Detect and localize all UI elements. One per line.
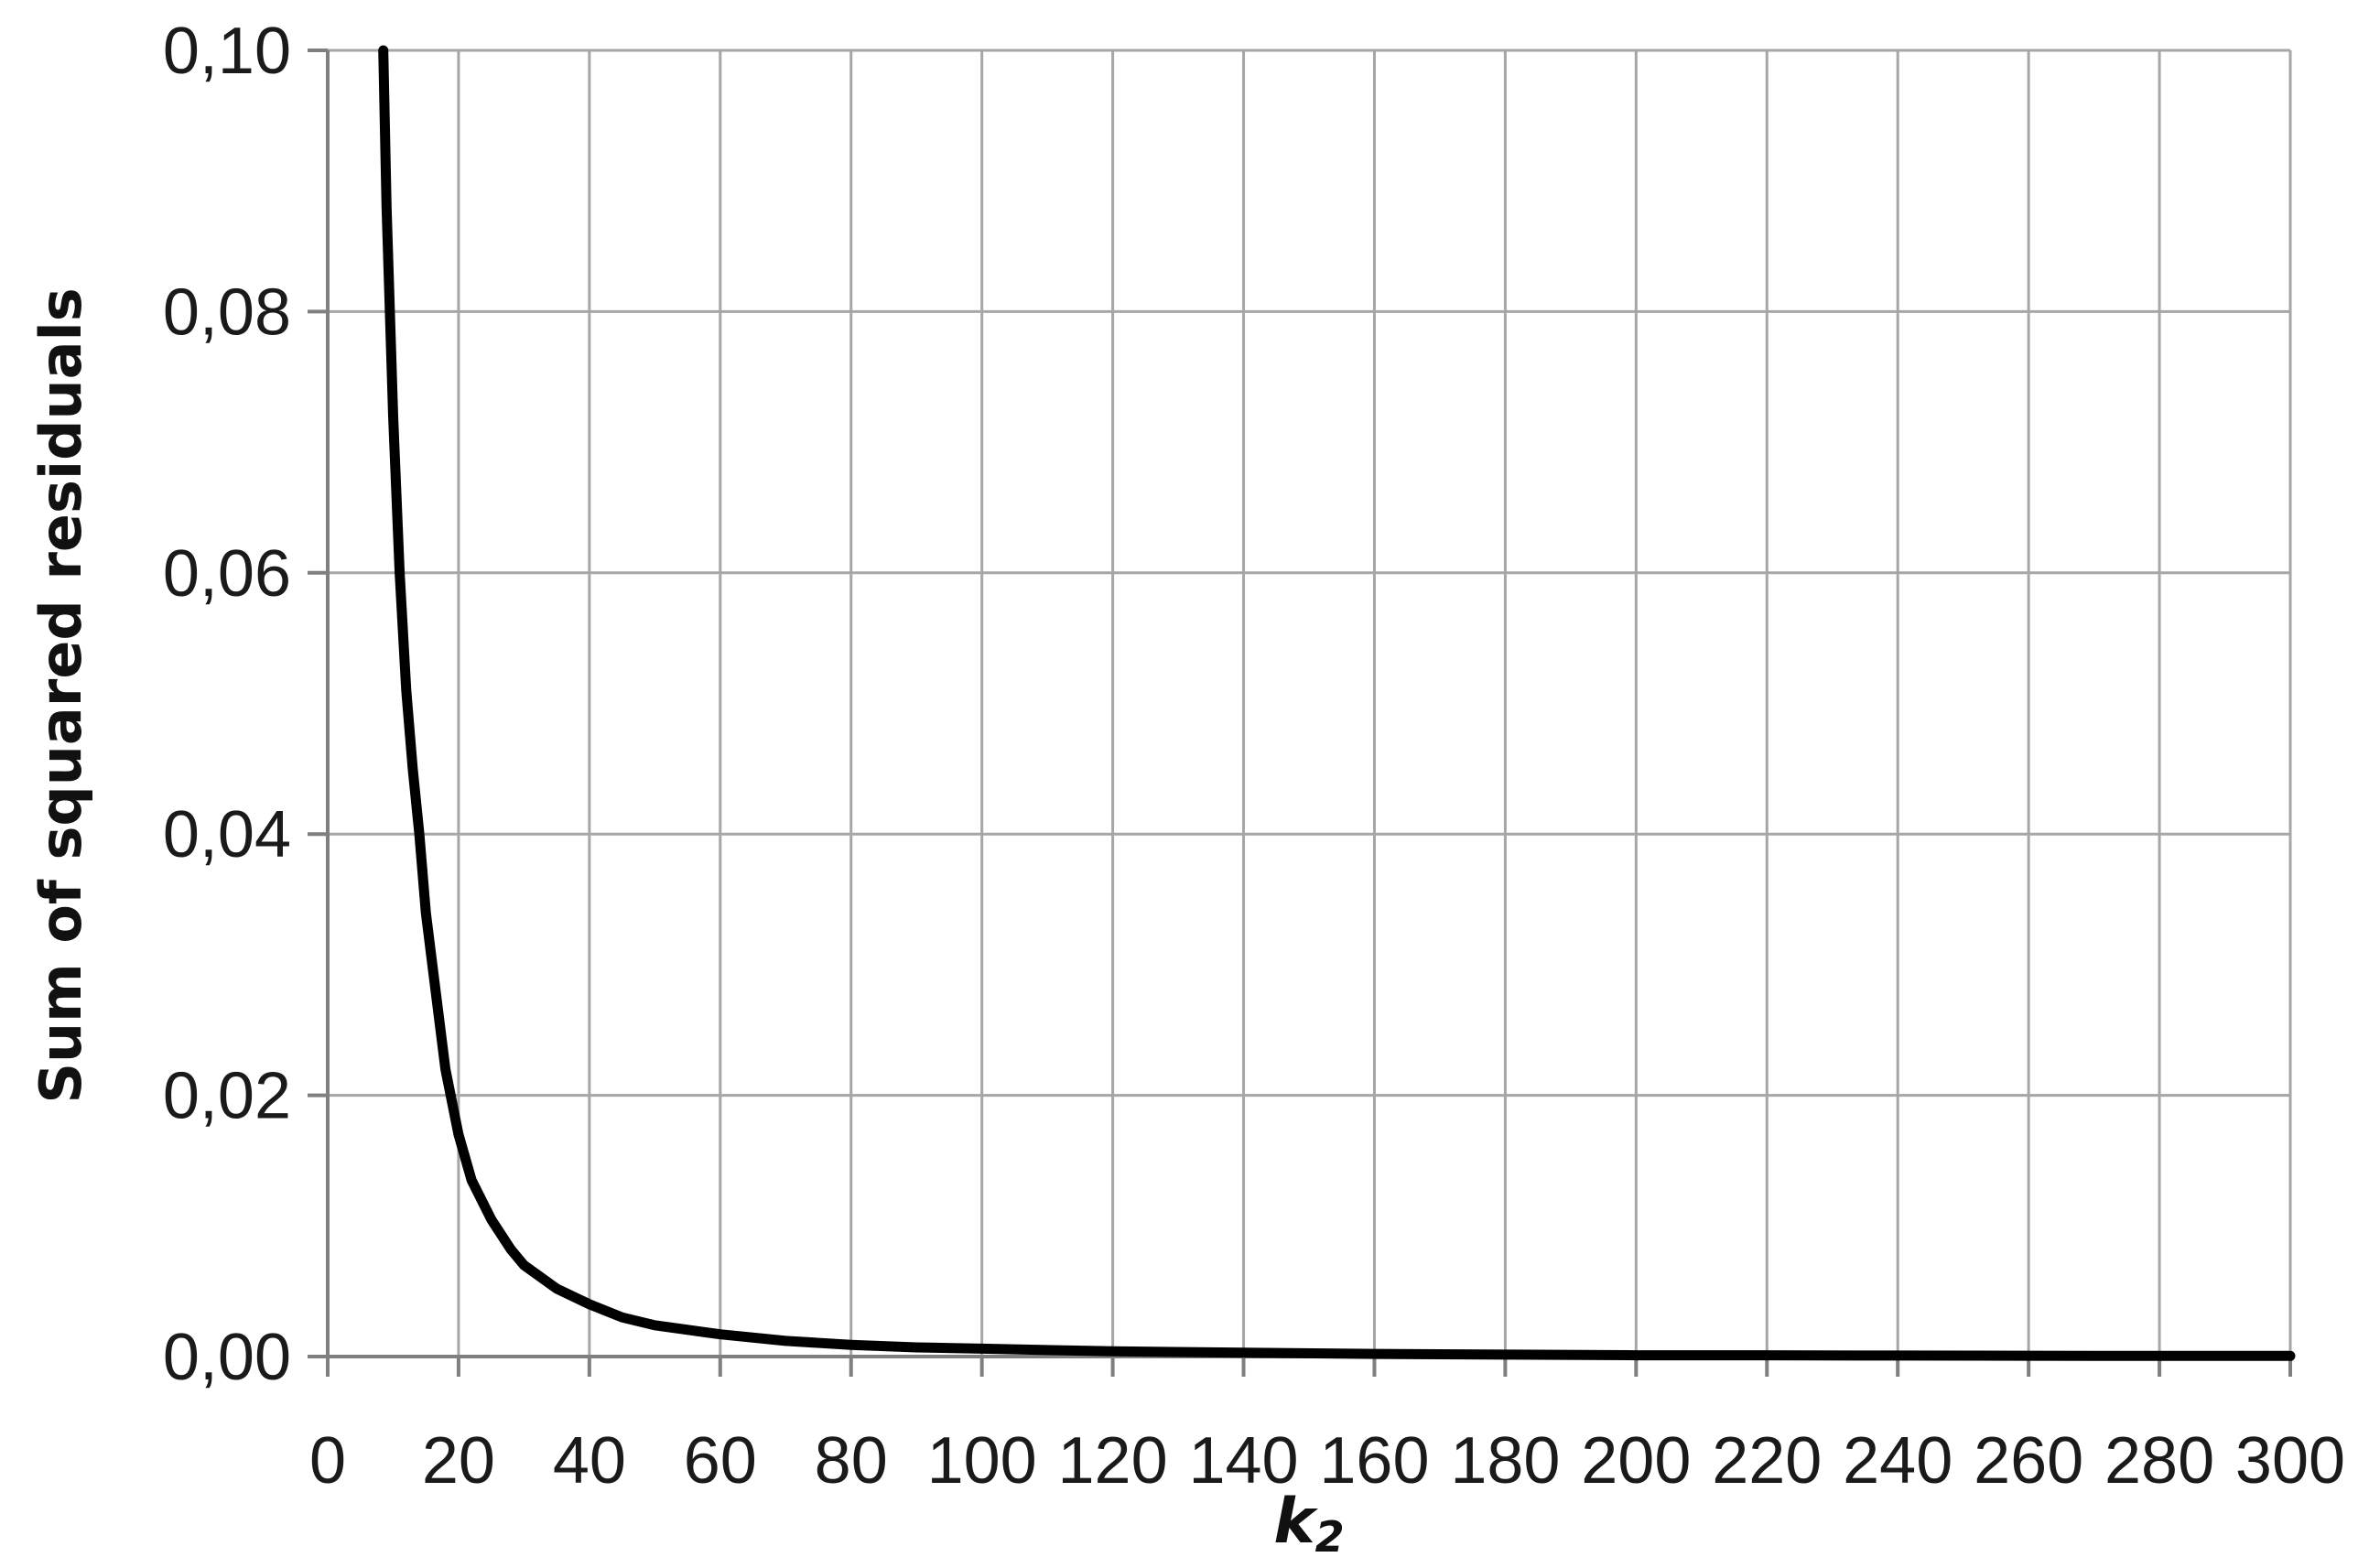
series-line [378,45,2296,1361]
x-tick-label: 180 [1450,1424,1560,1498]
x-axis-title-subscript: 2 [1315,1512,1345,1562]
y-tick-label: 0,06 [163,537,291,611]
x-tick-label: 220 [1712,1424,1822,1498]
x-tick-label: 80 [815,1424,888,1498]
x-tick-label: 60 [684,1424,757,1498]
x-tick-label: 0 [309,1424,346,1498]
x-tick-label: 160 [1319,1424,1429,1498]
y-tick-label: 0,08 [163,276,291,349]
x-tick-label: 280 [2104,1424,2214,1498]
x-tick-label: 300 [2235,1424,2345,1498]
series-layer [378,45,2296,1361]
grid [328,49,2292,1357]
axes [308,49,2292,1377]
x-tick-label: 20 [422,1424,495,1498]
x-tick-label: 120 [1058,1424,1168,1498]
x-axis-title: k2 [1273,1486,1344,1562]
y-tick-label: 0,04 [163,798,291,871]
y-tick-labels: 0,00 0,02 0,04 0,06 0,08 0,10 [163,15,291,1394]
x-tick-label: 140 [1188,1424,1298,1498]
y-tick-label: 0,02 [163,1060,291,1133]
x-tick-labels: 0 20 40 60 80 100 120 140 160 180 200 220 240 260 280 3… [309,1424,2345,1498]
x-tick-label: 200 [1581,1424,1691,1498]
x-tick-label: 260 [1974,1424,2083,1498]
x-tick-label: 100 [927,1424,1037,1498]
x-tick-label: 40 [553,1424,626,1498]
x-tick-label: 240 [1843,1424,1953,1498]
y-axis-title: Sum of squared residuals [27,287,94,1103]
y-tick-label: 0,10 [163,15,291,88]
x-axis-title-main: k [1273,1486,1318,1558]
y-tick-label: 0,00 [163,1321,291,1394]
